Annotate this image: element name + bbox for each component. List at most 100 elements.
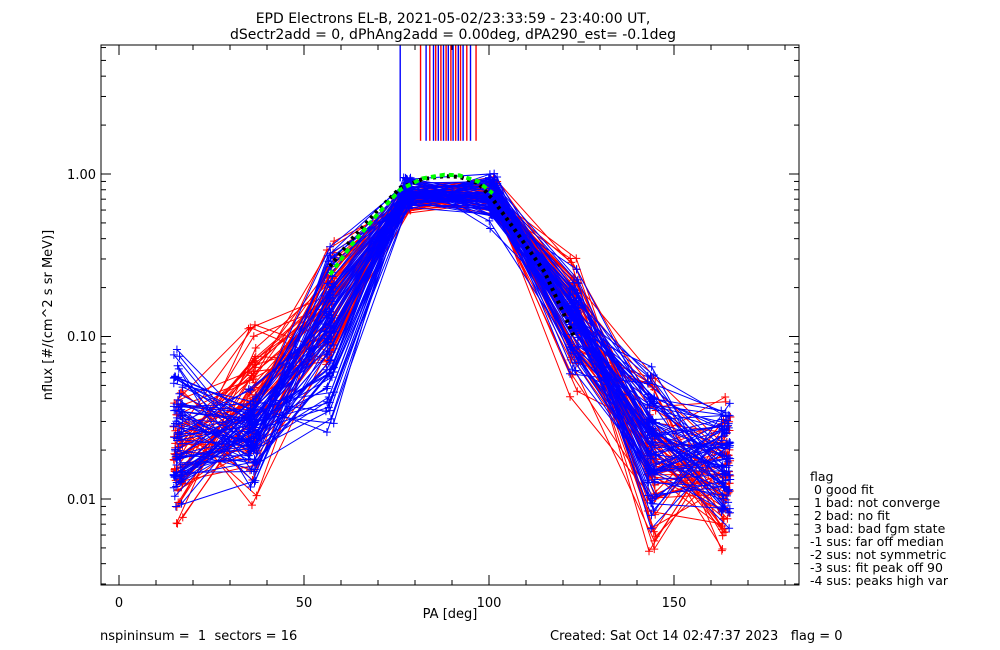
blue-series-point [573, 317, 582, 326]
blue-series-point [721, 471, 730, 480]
blue-series-point [643, 427, 652, 436]
blue-series-point [174, 407, 183, 416]
blue-series-point [175, 352, 184, 361]
y-tick-label: 0.01 [67, 493, 96, 508]
blue-series-point [647, 511, 656, 520]
x-tick-label: 50 [296, 596, 313, 611]
blue-series-point [323, 313, 332, 322]
blue-series-point [250, 444, 259, 453]
blue-series-point [172, 478, 181, 487]
blue-series-point [177, 499, 186, 508]
blue-series-point [175, 389, 184, 398]
blue-series-point [171, 445, 180, 454]
blue-series-point [569, 285, 578, 294]
chart-title-line-1: EPD Electrons EL-B, 2021-05-02/23:33:59 … [256, 11, 651, 27]
blue-series-point [646, 394, 655, 403]
blue-series-point [177, 472, 186, 481]
blue-series-point [489, 181, 498, 190]
red-series-point [721, 528, 730, 537]
blue-series-point [650, 432, 659, 441]
blue-series-point [325, 406, 334, 415]
blue-series-point [649, 370, 658, 379]
red-series-point [719, 514, 728, 523]
blue-series-point [647, 524, 656, 533]
red-series-point [249, 369, 258, 378]
blue-series-point [400, 200, 409, 209]
blue-series-point [718, 470, 727, 479]
red-series-point [651, 532, 660, 541]
pa-spike-group [399, 45, 477, 182]
blue-series-point [486, 205, 495, 214]
blue-series-point [570, 324, 579, 333]
blue-series-line [175, 191, 723, 466]
legend-item: 1 bad: not converge [810, 495, 940, 510]
blue-series-point [323, 382, 332, 391]
red-series-point [250, 354, 259, 363]
blue-series-point [252, 431, 261, 440]
blue-series-point [403, 175, 412, 184]
footer-right: Created: Sat Oct 14 02:47:37 2023 flag =… [550, 629, 843, 644]
red-series-point [718, 531, 727, 540]
blue-series-point [327, 283, 336, 292]
blue-series-line [181, 194, 724, 504]
blue-series-point [572, 296, 581, 305]
red-series-point [251, 343, 260, 352]
blue-series-line [175, 180, 730, 476]
blue-series-point [171, 502, 180, 511]
blue-series-point [173, 413, 182, 422]
blue-series-point [486, 224, 495, 233]
blue-series-point [252, 449, 261, 458]
red-series-point [249, 332, 258, 341]
blue-series-point [722, 425, 731, 434]
blue-series-line [180, 191, 729, 513]
blue-series-point [485, 216, 494, 225]
blue-series-point [569, 349, 578, 358]
blue-series-point [176, 458, 185, 467]
x-tick-label: 100 [477, 596, 502, 611]
blue-series-point [719, 504, 728, 513]
red-series-point [245, 376, 254, 385]
blue-series-point [571, 366, 580, 375]
blue-series-line [179, 196, 723, 481]
blue-series-point [173, 436, 182, 445]
blue-series-point [721, 483, 730, 492]
blue-series-point [718, 461, 727, 470]
blue-series-point [726, 438, 735, 447]
blue-series-line [176, 185, 731, 483]
blue-series-point [645, 404, 654, 413]
legend-item: -1 sus: far off median [810, 534, 944, 549]
footer-left: nspininsum = 1 sectors = 16 [100, 629, 297, 644]
flag-legend: flag 0 good fit 1 bad: not converge 2 ba… [810, 469, 949, 588]
red-series-point [721, 397, 730, 406]
y-tick-label: 0.10 [67, 330, 96, 345]
blue-series-point [574, 353, 583, 362]
blue-series-point [651, 450, 660, 459]
red-series-point [566, 392, 575, 401]
red-series-point [244, 324, 253, 333]
blue-series-point [249, 467, 258, 476]
blue-series-point [325, 347, 334, 356]
chart-title-line-2: dSectr2add = 0, dPhAng2add = 0.00deg, dP… [230, 27, 676, 43]
x-tick-label: 150 [662, 596, 687, 611]
fit-curve [328, 172, 494, 276]
red-series-point [566, 254, 575, 263]
blue-series-point [406, 199, 415, 208]
blue-series-point [329, 368, 338, 377]
blue-series-point [174, 419, 183, 428]
blue-series-point [325, 327, 334, 336]
red-series-point [247, 501, 256, 510]
blue-series-point [490, 169, 499, 178]
blue-series-point [646, 449, 655, 458]
blue-series-point [648, 416, 657, 425]
blue-series-point [172, 345, 181, 354]
blue-series-point [726, 454, 735, 463]
blue-series-point [252, 394, 261, 403]
axis-ticks [101, 45, 799, 585]
blue-series-point [721, 429, 730, 438]
legend-title: flag [810, 469, 833, 484]
blue-series-point [718, 451, 727, 460]
blue-series-point [170, 471, 179, 480]
blue-series-point [250, 458, 259, 467]
blue-series-line [176, 195, 723, 504]
